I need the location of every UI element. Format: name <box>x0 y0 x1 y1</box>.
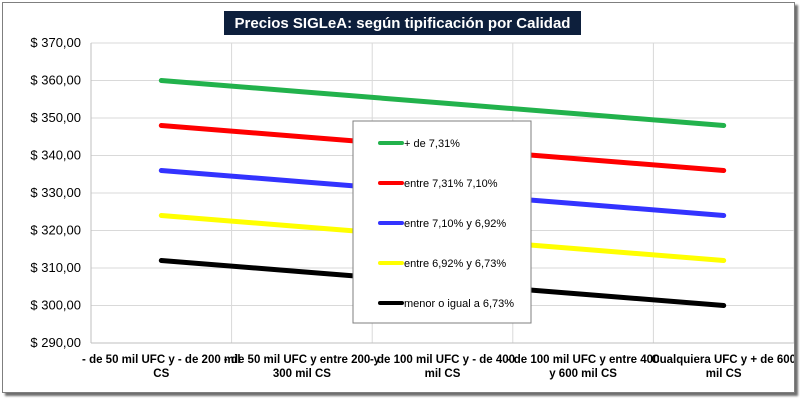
y-tick-label: $ 290,00 <box>30 335 81 350</box>
chart-title: Precios SIGLeA: según tipificación por C… <box>234 14 571 32</box>
series-line <box>158 78 727 128</box>
x-axis: - de 50 mil UFC y - de 200 mil CS- de 50 … <box>82 342 794 380</box>
x-tick-label: - de 100 mil UFC y - de 400 mil CS <box>370 354 515 380</box>
y-tick-label: $ 350,00 <box>30 110 81 125</box>
x-tick-label: - de 50 mil UFC y - de 200 mil CS <box>82 354 241 380</box>
legend-label: entre 6,92% y 6,73% <box>404 258 506 270</box>
x-tick-label: Cualquiera UFC y + de 600 mil CS <box>651 354 794 380</box>
x-tick-label: - de 50 mil UFC y entre 200 y 300 mil CS <box>224 354 381 380</box>
legend-label: entre 7,10% y 6,92% <box>404 218 506 230</box>
y-tick-label: $ 340,00 <box>30 148 81 163</box>
y-tick-label: $ 360,00 <box>30 73 81 88</box>
y-tick-label: $ 370,00 <box>30 35 81 50</box>
y-tick-label: $ 330,00 <box>30 185 81 200</box>
y-axis: $ 290,00 $ 300,00 $ 310,00 $ 320,00 $ 330,00… <box>30 35 92 350</box>
line-chart: $ 290,00 $ 300,00 $ 310,00 $ 320,00 $ 330,00… <box>30 35 794 380</box>
legend-label: menor o igual a 6,73% <box>404 298 514 310</box>
chart-title-box: Precios SIGLeA: según tipificación por C… <box>224 11 581 35</box>
y-tick-label: $ 300,00 <box>30 298 81 313</box>
x-tick-label: - de 100 mil UFC y entre 400 y 600 mil CS <box>507 354 660 380</box>
y-tick-label: $ 320,00 <box>30 223 81 238</box>
y-tick-label: $ 310,00 <box>30 260 81 275</box>
legend-label: entre 7,31% 7,10% <box>404 178 498 190</box>
chart-frame: $ 290,00 $ 300,00 $ 310,00 $ 320,00 $ 330,00… <box>2 2 795 393</box>
legend-label: + de 7,31% <box>404 138 460 150</box>
legend: + de 7,31% entre 7,31% 7,10% entre 7,10% y… <box>352 120 532 324</box>
